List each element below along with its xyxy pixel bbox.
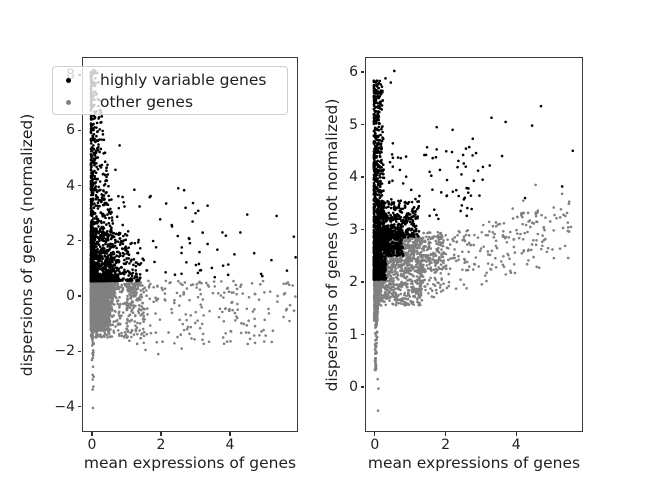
y-tick-mark: [77, 240, 81, 242]
left-plot-axes-frame: [82, 57, 298, 432]
legend-label-other-genes: other genes: [100, 93, 194, 111]
y-tick-label: 0: [349, 379, 358, 395]
other-genes-marker-icon: [66, 99, 71, 105]
legend-item-other-genes: other genes: [53, 91, 287, 113]
y-tick-mark: [360, 176, 364, 178]
y-tick-mark: [77, 184, 81, 187]
highly-variable-genes-marker-icon: [66, 77, 71, 83]
legend-label-highly-variable-genes: highly variable genes: [100, 71, 267, 89]
y-tick-mark: [360, 71, 364, 73]
y-tick-label: 0: [66, 288, 75, 305]
y-tick-mark: [360, 281, 364, 283]
y-tick-mark: [77, 350, 81, 352]
x-tick-label: 2: [441, 437, 451, 453]
y-tick-label: 8: [66, 66, 75, 83]
x-tick-mark: [444, 432, 447, 436]
y-tick-label: 6: [66, 122, 75, 139]
y-tick-mark: [77, 405, 81, 408]
x-tick-mark: [229, 432, 231, 436]
y-tick-mark: [360, 228, 364, 231]
left-plot-y-axis-label: dispersions of genes (normalized): [18, 113, 36, 376]
legend: highly variable genes other genes: [52, 66, 288, 115]
x-tick-label: 4: [511, 437, 521, 453]
y-tick-label: −2: [54, 343, 75, 360]
left-plot-x-axis-label: mean expressions of genes: [83, 454, 297, 472]
x-tick-mark: [515, 432, 517, 436]
y-tick-label: 1: [349, 326, 358, 343]
y-tick-mark: [360, 333, 364, 336]
x-tick-label: 2: [156, 437, 166, 453]
y-tick-label: −4: [54, 398, 75, 415]
right-plot-y-axis-label: dispersions of genes (not normalized): [323, 98, 341, 391]
y-tick-mark: [77, 74, 81, 76]
y-tick-mark: [77, 295, 81, 297]
x-tick-mark: [91, 432, 93, 436]
right-plot-axes-frame: [365, 57, 583, 432]
x-tick-mark: [160, 432, 162, 436]
y-tick-label: 4: [66, 177, 75, 194]
left-plot-scatter-canvas: [82, 57, 298, 432]
y-tick-label: 6: [349, 64, 358, 80]
y-tick-label: 5: [349, 116, 358, 133]
x-tick-mark: [374, 432, 376, 436]
y-tick-mark: [360, 123, 364, 126]
y-tick-mark: [360, 386, 364, 388]
y-tick-label: 3: [349, 221, 358, 238]
y-tick-label: 2: [66, 232, 75, 249]
y-tick-label: 2: [349, 274, 358, 290]
y-tick-label: 4: [349, 169, 358, 185]
x-tick-label: 0: [370, 437, 380, 453]
x-tick-label: 4: [225, 437, 235, 453]
x-tick-label: 0: [87, 437, 97, 453]
right-plot-x-axis-label: mean expressions of genes: [367, 454, 581, 472]
y-tick-mark: [77, 129, 81, 131]
legend-item-highly-variable-genes: highly variable genes: [53, 69, 287, 91]
right-plot-scatter-canvas: [365, 57, 583, 432]
